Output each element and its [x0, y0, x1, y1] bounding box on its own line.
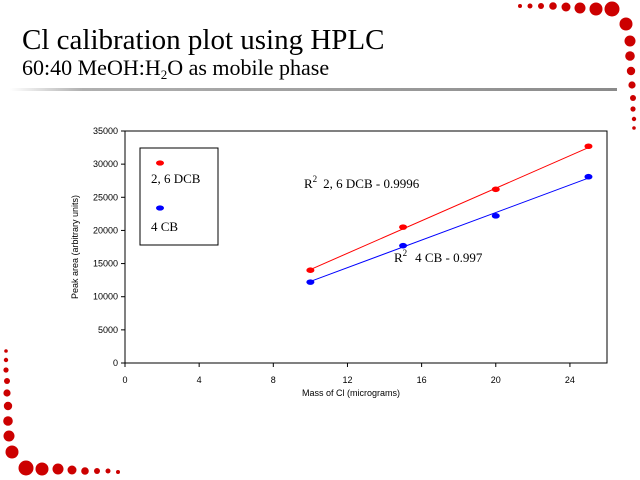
- x-tick-label: 12: [342, 375, 352, 385]
- decorative-dot: [628, 81, 636, 89]
- x-axis-title: Mass of Cl (micrograms): [302, 388, 400, 398]
- decorative-dot: [18, 460, 34, 476]
- y-tick-label: 30000: [93, 159, 118, 169]
- r2-value-text: 2, 6 DCB - 0.9996: [323, 176, 420, 191]
- decorative-dot: [81, 467, 89, 475]
- legend-label-2-6-dcb: 2, 6 DCB: [151, 171, 201, 186]
- data-point-series-0: [399, 224, 408, 230]
- x-tick-label: 20: [491, 375, 501, 385]
- data-point-series-0: [584, 143, 593, 150]
- decorative-dot: [105, 468, 111, 474]
- decorative-dot: [549, 2, 557, 10]
- r2-superscript: 2: [313, 174, 318, 184]
- decorative-dot: [3, 430, 15, 442]
- decorative-dot: [67, 465, 77, 475]
- decorative-dot: [3, 416, 13, 426]
- r2-label: R: [394, 250, 403, 265]
- decorative-dot: [624, 35, 636, 47]
- decorative-dot: [589, 2, 603, 16]
- r2-value-text: 4 CB - 0.997: [415, 250, 483, 265]
- r2-annotation-2-6-dcb: R2 2, 6 DCB - 0.9996: [304, 174, 420, 191]
- title-underline: [10, 88, 617, 91]
- decorative-dot: [3, 357, 9, 363]
- slide-subtitle: 60:40 MeOH:H2O as mobile phase: [22, 55, 329, 88]
- y-tick-label: 20000: [93, 225, 118, 235]
- y-tick-label: 0: [113, 358, 118, 368]
- subtitle-text-pre: 60:40 MeOH:H: [22, 55, 161, 80]
- decorative-dot: [630, 95, 636, 101]
- subtitle-text-post: O as mobile phase: [167, 55, 330, 80]
- decorative-dot: [3, 389, 11, 397]
- legend-marker-2-6-dcb: [156, 160, 164, 166]
- data-point-series-1: [584, 173, 593, 180]
- decorative-dot: [632, 126, 636, 130]
- y-tick-label: 35000: [93, 126, 118, 136]
- r2-superscript: 2: [403, 248, 408, 258]
- slide-title: Cl calibration plot using HPLC: [22, 24, 385, 56]
- decorative-dot: [630, 106, 636, 112]
- decorative-dot: [116, 470, 120, 474]
- data-point-series-1: [306, 279, 315, 285]
- y-tick-label: 10000: [93, 292, 118, 302]
- decorative-dot: [518, 4, 522, 8]
- plot-area-frame: [124, 130, 608, 364]
- decorative-dot: [527, 3, 533, 9]
- y-tick-label: 5000: [98, 325, 118, 335]
- legend-label-4-cb: 4 CB: [151, 219, 178, 234]
- y-axis-title: Peak area (arbitrary units): [70, 195, 80, 299]
- trendline-series-0: [310, 147, 589, 270]
- x-tick-label: 24: [565, 375, 575, 385]
- decorative-dot: [538, 3, 544, 9]
- data-point-series-1: [399, 242, 408, 249]
- decorative-dot: [631, 116, 637, 122]
- y-tick-label: 15000: [93, 259, 118, 269]
- legend-marker-4-cb: [156, 205, 164, 211]
- data-point-series-0: [306, 267, 315, 274]
- x-tick-label: 8: [271, 375, 276, 385]
- decorative-dot: [52, 463, 64, 475]
- decorative-dot: [4, 349, 8, 353]
- decorative-dot: [94, 468, 100, 474]
- decorative-dot: [3, 401, 13, 411]
- x-tick-label: 0: [122, 375, 127, 385]
- decorative-dot: [619, 17, 633, 31]
- decorative-dot: [4, 378, 10, 384]
- x-tick-label: 4: [197, 375, 202, 385]
- r2-label: R: [304, 176, 313, 191]
- decorative-dot: [35, 462, 49, 476]
- data-point-series-0: [491, 186, 500, 193]
- subtitle-subscript: 2: [160, 67, 168, 82]
- decorative-dot: [626, 66, 636, 76]
- legend-box: [139, 147, 219, 246]
- x-tick-label: 16: [417, 375, 427, 385]
- decorative-dot: [3, 367, 9, 373]
- decorative-dot: [561, 2, 571, 12]
- decorative-dot: [574, 2, 586, 14]
- decorative-dot: [625, 51, 635, 61]
- data-point-series-1: [491, 213, 500, 219]
- decorative-dot: [604, 1, 620, 17]
- trendline-series-1: [310, 177, 589, 282]
- y-tick-label: 25000: [93, 192, 118, 202]
- r2-annotation-4-cb: R2 4 CB - 0.997: [394, 248, 483, 265]
- decorative-dot: [5, 445, 19, 459]
